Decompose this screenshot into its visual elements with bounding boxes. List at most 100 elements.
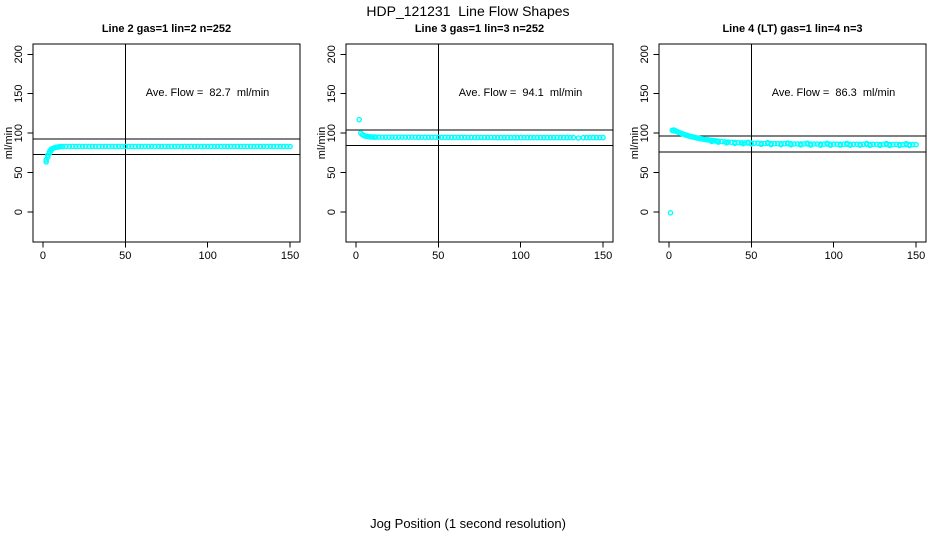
data-point [175, 143, 181, 150]
data-point [824, 140, 830, 147]
data-point [63, 143, 69, 150]
data-point [283, 143, 290, 150]
data-point [863, 140, 870, 147]
plot-box [345, 43, 614, 243]
y-tick-label: 50 [639, 166, 651, 178]
data-point [715, 139, 722, 145]
data-point [399, 134, 405, 140]
data-point [254, 143, 260, 150]
data-point [461, 134, 468, 141]
data-point [386, 134, 392, 140]
data-points [667, 127, 919, 216]
data-point [475, 134, 481, 141]
data-point [534, 134, 540, 141]
data-point [165, 143, 171, 150]
data-point [596, 134, 603, 141]
data-point [218, 143, 224, 150]
data-point [857, 142, 863, 148]
data-point [392, 134, 399, 140]
data-point [590, 134, 597, 141]
data-point [96, 143, 102, 150]
data-point [237, 143, 244, 150]
data-point [132, 143, 138, 150]
data-point [92, 143, 99, 150]
data-point [99, 143, 105, 150]
x-tick-label: 0 [666, 250, 672, 262]
data-point [221, 143, 227, 150]
data-point [583, 134, 590, 141]
x-tick-label: 100 [825, 250, 843, 262]
data-point [158, 143, 165, 150]
panel-title-line-2: Line 2 gas=1 lin=2 n=252 [101, 23, 232, 35]
data-point [540, 134, 547, 141]
data-point [557, 134, 564, 141]
data-point [185, 143, 191, 150]
data-point [73, 143, 79, 150]
data-point [511, 134, 517, 141]
plot-canvas-line-4: 0 50 100 150 200 0 50 100 150 ml/min [629, 43, 927, 262]
data-point [567, 134, 573, 141]
x-tick-label: 0 [353, 250, 359, 262]
data-point [883, 140, 890, 147]
data-point [514, 134, 521, 141]
data-point [257, 143, 264, 150]
ave-flow-annotation-line-2: Ave. Flow = 82.7 ml/min [145, 87, 270, 99]
data-point [267, 143, 274, 150]
data-point [791, 141, 797, 147]
x-tick-label: 50 [119, 250, 131, 262]
data-point [778, 141, 784, 148]
y-axis-title: ml/min [316, 127, 328, 159]
data-point [178, 143, 185, 150]
data-point [227, 143, 234, 150]
data-point [708, 138, 715, 145]
x-tick-label: 150 [907, 250, 925, 262]
data-point [550, 134, 557, 141]
data-point [837, 142, 844, 148]
data-point [389, 134, 395, 140]
y-tick-label: 100 [13, 124, 25, 142]
data-point [277, 143, 284, 150]
data-point [115, 143, 122, 150]
data-point [494, 134, 501, 141]
data-point [537, 134, 544, 141]
y-tick-label: 0 [326, 209, 338, 215]
ave-flow-annotation-line-4: Ave. Flow = 86.3 ml/min [771, 87, 896, 99]
y-tick-label: 100 [639, 124, 651, 142]
data-point [419, 134, 425, 141]
data-point [356, 116, 363, 123]
data-point [376, 134, 382, 140]
data-point [79, 143, 86, 150]
plot-canvas-line-2: 0 50 100 150 200 0 50 100 150 ml/min [3, 43, 301, 262]
data-point [488, 134, 494, 141]
data-point [481, 134, 488, 141]
data-point [797, 142, 804, 148]
data-point [491, 134, 498, 141]
x-tick-label: 150 [594, 250, 612, 262]
data-point [82, 143, 89, 150]
panel-line-3: 0 50 100 150 200 0 50 100 150 ml/min Line 3 gas=1… [313, 0, 626, 290]
data-point [504, 134, 511, 141]
data-point [501, 134, 507, 141]
data-point [191, 143, 198, 150]
data-point [428, 134, 435, 141]
data-point [251, 143, 257, 150]
data-point [287, 143, 293, 150]
data-point [527, 134, 534, 141]
data-point [761, 140, 768, 147]
data-point [451, 134, 458, 141]
y-axis-title: ml/min [3, 127, 15, 159]
data-point [880, 141, 886, 148]
data-point [145, 143, 152, 150]
data-point [570, 134, 577, 141]
data-point [382, 134, 389, 140]
x-tick-label: 150 [281, 250, 299, 262]
ave-flow-annotation-line-3: Ave. Flow = 94.1 ml/min [458, 87, 583, 99]
data-point [211, 143, 218, 150]
data-point [224, 143, 231, 150]
data-point [498, 134, 504, 141]
data-point [667, 209, 674, 216]
panel-line-4: 0 50 100 150 200 0 50 100 150 ml/min Line 4 (LT) … [626, 0, 936, 290]
data-point [152, 143, 158, 150]
data-point [264, 143, 270, 150]
data-point [188, 143, 194, 150]
